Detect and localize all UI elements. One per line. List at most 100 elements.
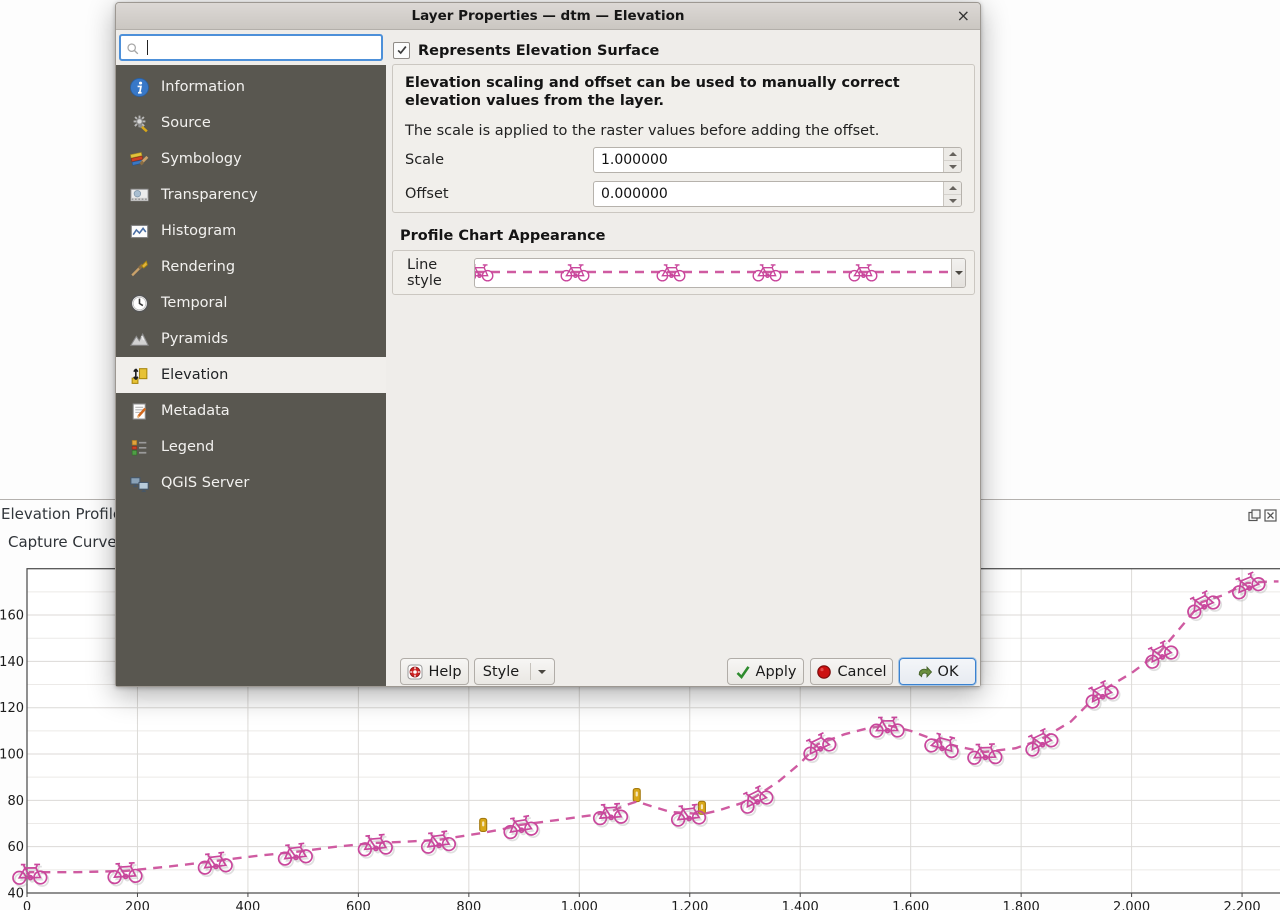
sidebar-item-label: Transparency <box>161 187 258 203</box>
offset-spin-up-button[interactable] <box>944 182 961 195</box>
style-button[interactable]: Style <box>474 658 555 685</box>
source-icon <box>129 113 150 134</box>
sidebar-item-label: QGIS Server <box>161 475 250 491</box>
layer-properties-dialog: Layer Properties — dtm — Elevation × Inf… <box>115 2 981 687</box>
information-icon <box>129 77 150 98</box>
sidebar-item-label: Pyramids <box>161 331 229 347</box>
dialog-title: Layer Properties — dtm — Elevation <box>411 8 685 24</box>
chevron-down-icon <box>538 669 547 674</box>
sidebar-item-label: Information <box>161 79 245 95</box>
style-button-label: Style <box>482 663 520 680</box>
x-tick-label: 1,000 <box>561 900 598 910</box>
temporal-icon <box>129 293 150 314</box>
cancel-stop-icon <box>816 664 832 680</box>
sidebar-item-information[interactable]: Information <box>116 69 386 105</box>
dialog-titlebar[interactable]: Layer Properties — dtm — Elevation × <box>116 3 980 30</box>
transparency-icon <box>129 185 150 206</box>
x-tick-label: 200 <box>125 900 150 910</box>
elevation-icon <box>129 365 150 386</box>
profile-chart-appearance-heading: Profile Chart Appearance <box>400 228 606 244</box>
search-icon <box>126 41 140 55</box>
sidebar-item-label: Source <box>161 115 211 131</box>
help-button[interactable]: Help <box>400 658 469 685</box>
x-tick-label: 1,800 <box>1003 900 1040 910</box>
x-tick-label: 1,200 <box>671 900 708 910</box>
capture-curve-button[interactable]: Capture Curve <box>8 533 117 551</box>
scaling-note-bold: Elevation scaling and offset can be used… <box>405 75 900 110</box>
represents-elevation-surface-row[interactable]: Represents Elevation Surface <box>393 42 659 59</box>
scale-input[interactable] <box>594 149 943 172</box>
sidebar-item-symbology[interactable]: Symbology <box>116 141 386 177</box>
rendering-icon <box>129 257 150 278</box>
line-style-dropdown-arrow[interactable] <box>951 258 965 287</box>
x-tick-label: 1,400 <box>782 900 819 910</box>
represents-elevation-surface-label: Represents Elevation Surface <box>418 42 660 59</box>
float-icon[interactable] <box>1248 507 1261 522</box>
ok-arrow-icon <box>917 664 933 680</box>
style-button-divider <box>530 663 532 680</box>
histogram-icon <box>129 221 150 242</box>
scale-label: Scale <box>405 152 445 169</box>
y-tick-label: 160 <box>0 609 24 624</box>
panel-title: Elevation Profile <box>1 505 123 523</box>
sidebar-item-histogram[interactable]: Histogram <box>116 213 386 249</box>
sidebar-item-label: Histogram <box>161 223 237 239</box>
qgis-server-icon <box>129 473 150 494</box>
line-style-sample-bicycle <box>475 263 494 282</box>
apply-button-label: Apply <box>755 663 797 680</box>
x-tick-label: 400 <box>236 900 261 910</box>
offset-spinbox <box>593 181 962 208</box>
sidebar-item-label: Temporal <box>161 295 228 311</box>
appearance-groupbox: Line style <box>392 250 975 295</box>
cancel-button[interactable]: Cancel <box>810 658 893 685</box>
sidebar-item-list: Information Source Symbology Transparency Hi… <box>116 65 386 686</box>
dialog-content: Represents Elevation Surface Elevation s… <box>386 30 980 686</box>
x-tick-label: 0 <box>23 900 31 910</box>
sidebar-item-legend[interactable]: Legend <box>116 429 386 465</box>
y-tick-label: 140 <box>0 655 24 670</box>
y-tick-label: 40 <box>7 887 24 902</box>
sidebar-item-pyramids[interactable]: Pyramids <box>116 321 386 357</box>
close-icon[interactable]: × <box>956 6 970 25</box>
offset-label: Offset <box>405 186 449 203</box>
offset-input[interactable] <box>594 183 943 206</box>
metadata-icon <box>129 401 150 422</box>
y-tick-label: 60 <box>7 840 24 855</box>
search-input[interactable] <box>119 34 383 61</box>
scaling-groupbox: Elevation scaling and offset can be used… <box>392 64 975 213</box>
sidebar-item-temporal[interactable]: Temporal <box>116 285 386 321</box>
sidebar-item-label: Legend <box>161 439 215 455</box>
scale-spin-down-button[interactable] <box>944 160 961 173</box>
dialog-sidebar: Information Source Symbology Transparency Hi… <box>116 30 386 686</box>
sidebar-item-source[interactable]: Source <box>116 105 386 141</box>
help-button-label: Help <box>428 663 462 680</box>
line-style-preview <box>475 259 951 287</box>
offset-spin-down-button[interactable] <box>944 194 961 207</box>
x-tick-label: 600 <box>346 900 371 910</box>
apply-button[interactable]: Apply <box>727 658 804 685</box>
represents-elevation-surface-checkbox[interactable] <box>393 42 410 59</box>
help-icon <box>407 664 423 680</box>
symbology-icon <box>129 149 150 170</box>
cancel-button-label: Cancel <box>837 663 887 680</box>
sidebar-search-area <box>116 30 386 65</box>
sidebar-item-metadata[interactable]: Metadata <box>116 393 386 429</box>
apply-check-icon <box>735 664 751 680</box>
line-style-button[interactable] <box>474 257 966 288</box>
y-tick-label: 100 <box>0 748 24 763</box>
ok-button[interactable]: OK <box>899 658 976 685</box>
x-tick-label: 800 <box>456 900 481 910</box>
point-feature-marker <box>632 787 641 803</box>
sidebar-item-label: Symbology <box>161 151 242 167</box>
line-style-label: Line style <box>407 256 442 289</box>
panel-close-icon[interactable] <box>1264 507 1277 522</box>
sidebar-item-qgis-server[interactable]: QGIS Server <box>116 465 386 501</box>
sidebar-item-elevation[interactable]: Elevation <box>116 357 386 393</box>
scale-spin-up-button[interactable] <box>944 148 961 161</box>
x-tick-label: 1,600 <box>892 900 929 910</box>
y-tick-label: 120 <box>0 701 24 716</box>
sidebar-item-rendering[interactable]: Rendering <box>116 249 386 285</box>
sidebar-item-transparency[interactable]: Transparency <box>116 177 386 213</box>
legend-icon <box>129 437 150 458</box>
